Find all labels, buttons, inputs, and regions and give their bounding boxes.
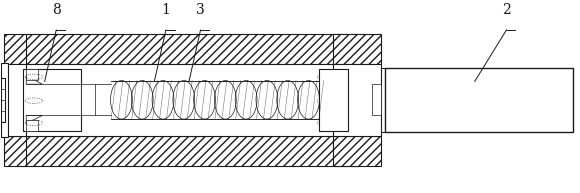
Bar [334, 34, 380, 64]
Bar [21, 34, 359, 64]
Bar [322, 120, 334, 131]
Bar [26, 120, 38, 131]
Bar [23, 69, 81, 131]
Bar [4, 34, 26, 64]
Bar [334, 136, 380, 166]
Bar [4, 136, 26, 166]
Text: 8: 8 [52, 3, 60, 17]
Text: 2: 2 [502, 3, 511, 17]
Polygon shape [26, 115, 42, 124]
Bar [1, 78, 5, 122]
Bar [319, 69, 348, 131]
Bar [21, 136, 359, 166]
Bar [334, 64, 380, 136]
Bar [81, 84, 96, 115]
Bar [385, 68, 573, 132]
Text: 1: 1 [161, 3, 171, 17]
Bar [1, 63, 8, 136]
Bar [21, 64, 359, 136]
Bar [26, 69, 38, 80]
Bar [372, 84, 380, 115]
Polygon shape [26, 76, 42, 84]
Text: 3: 3 [196, 3, 205, 17]
Bar [322, 69, 334, 80]
Polygon shape [322, 76, 334, 84]
Polygon shape [322, 115, 334, 124]
Bar [4, 64, 26, 136]
